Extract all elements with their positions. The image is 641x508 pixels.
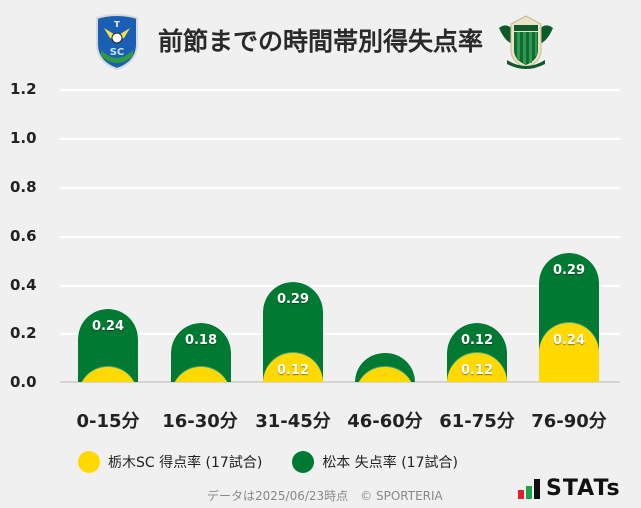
- legend-label: 栃木SC 得点率 (17試合): [108, 455, 263, 471]
- value-label-conceded: 0.29: [276, 291, 310, 307]
- tochigi-sc-crest-icon: T SC: [96, 14, 138, 70]
- stacked-bar[interactable]: 0.24: [78, 308, 138, 382]
- legend-label: 松本 失点率 (17試合): [322, 455, 458, 471]
- gridline: [60, 89, 620, 91]
- stats-brand-text: STATs: [546, 476, 621, 501]
- value-label-scored: 0.12: [276, 362, 310, 378]
- stacked-bar[interactable]: 0.12 0.12: [447, 323, 507, 382]
- stats-logo: STATs: [518, 476, 621, 500]
- chart-header: T SC 前節までの時間帯別得失点率: [0, 0, 641, 78]
- x-tick-label: 76-90分: [531, 411, 607, 432]
- stacked-bar[interactable]: 0.29 0.12: [263, 281, 323, 382]
- gridline: [60, 187, 620, 189]
- y-tick-label: 1.0: [10, 129, 37, 147]
- svg-text:T: T: [114, 20, 120, 29]
- stacked-bar[interactable]: 0.18: [171, 323, 231, 382]
- chart-plot-area: 1.2 1.0 0.8 0.6 0.4 0.2 0.0 0.24 0.18 0.29…: [10, 80, 620, 432]
- bar-segment-scored: [355, 367, 415, 382]
- legend-item-scored[interactable]: 栃木SC 得点率 (17試合): [78, 451, 262, 473]
- stacked-bar[interactable]: [355, 352, 415, 382]
- value-label-conceded: 0.29: [552, 262, 586, 278]
- x-tick-label: 0-15分: [76, 411, 140, 432]
- y-tick-label: 0.6: [10, 227, 37, 245]
- y-tick-label: 0.0: [10, 373, 37, 391]
- chart-title: 前節までの時間帯別得失点率: [158, 27, 484, 56]
- y-tick-label: 0.2: [10, 324, 37, 342]
- bar-segment-scored: [539, 323, 599, 382]
- green-dot-icon: [292, 451, 315, 473]
- stacked-bar[interactable]: 0.29 0.24: [539, 252, 599, 382]
- yellow-dot-icon: [78, 451, 100, 473]
- x-tick-label: 46-60分: [347, 411, 423, 432]
- y-tick-label: 1.2: [10, 80, 37, 98]
- x-tick-label: 61-75分: [439, 411, 515, 432]
- bar-segment-scored: [78, 367, 138, 382]
- stats-bar-chart-icon: [518, 479, 540, 499]
- x-axis-baseline: [60, 381, 620, 383]
- chart-legend: 栃木SC 得点率 (17試合) 松本 失点率 (17試合): [78, 447, 458, 477]
- value-label-scored: 0.24: [552, 333, 586, 349]
- value-label-conceded: 0.18: [184, 333, 218, 349]
- svg-text:SC: SC: [110, 47, 125, 58]
- y-tick-label: 0.8: [10, 178, 37, 196]
- y-tick-label: 0.4: [10, 276, 37, 294]
- x-tick-label: 16-30分: [162, 411, 238, 432]
- value-label-conceded: 0.12: [460, 333, 494, 349]
- bar-segment-scored: [171, 367, 231, 382]
- value-label-conceded: 0.24: [91, 318, 125, 334]
- footer-credit: データは2025/06/23時点 © SPORTERIA: [207, 489, 443, 503]
- gridline: [60, 285, 620, 287]
- x-tick-label: 31-45分: [255, 411, 331, 432]
- legend-item-conceded[interactable]: 松本 失点率 (17試合): [292, 451, 458, 473]
- gridline: [60, 138, 620, 140]
- gridline: [60, 236, 620, 238]
- gridline: [60, 333, 620, 335]
- value-label-scored: 0.12: [460, 362, 494, 378]
- matsumoto-yamaga-crest-icon: [499, 15, 553, 69]
